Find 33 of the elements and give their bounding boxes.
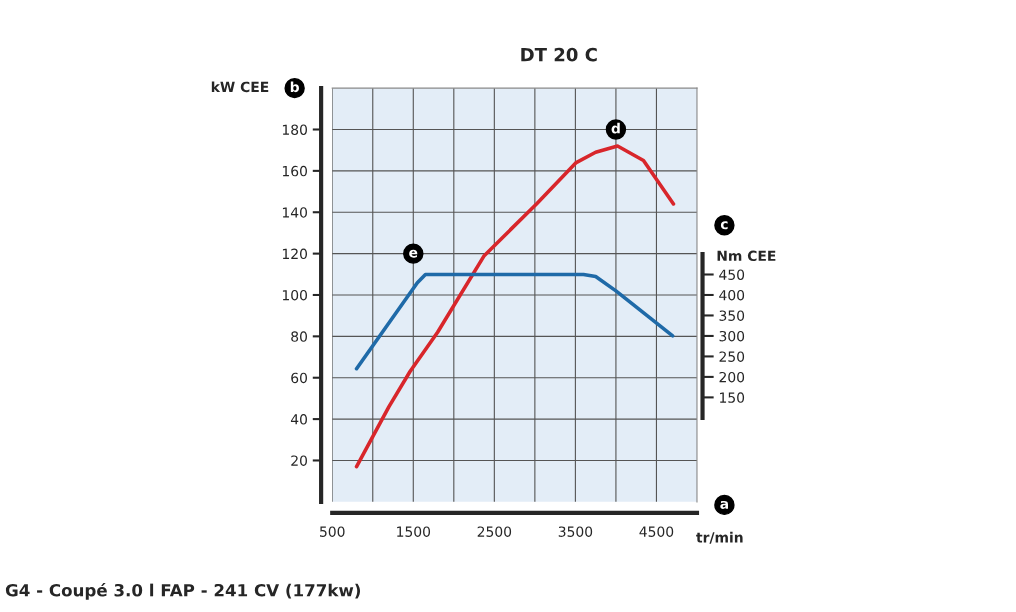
y2-tick-label: 350 bbox=[719, 310, 745, 321]
text: c bbox=[720, 221, 728, 230]
y2-axis-title: Nm CEE bbox=[717, 250, 776, 262]
x-axis-title: tr/min bbox=[696, 531, 743, 544]
y2-tick-label: 250 bbox=[719, 351, 745, 362]
y-tick-label: 60 bbox=[291, 372, 307, 384]
text: b bbox=[290, 81, 299, 93]
y-tick-label: 120 bbox=[282, 248, 307, 260]
annotation: d bbox=[611, 122, 620, 134]
annotation: e bbox=[409, 249, 418, 258]
chart-title: DT 20 C bbox=[521, 47, 597, 62]
line-series bbox=[354, 272, 675, 371]
y2-tick-label: 450 bbox=[719, 269, 745, 280]
x-tick-label: 1500 bbox=[397, 526, 431, 537]
y2-tick-label: 150 bbox=[720, 392, 745, 403]
y-tick-label: 20 bbox=[291, 455, 307, 466]
line-series bbox=[354, 144, 676, 469]
y-tick-label: 140 bbox=[282, 207, 307, 218]
x-tick-label: 3500 bbox=[558, 526, 593, 537]
y2-tick-label: 200 bbox=[719, 371, 745, 383]
y-tick-label: 100 bbox=[282, 289, 307, 301]
y-tick-label: 180 bbox=[282, 124, 307, 135]
y-axis-title: kW CEE bbox=[211, 81, 269, 93]
y-tick-label: 40 bbox=[290, 414, 307, 425]
text: a bbox=[720, 500, 728, 509]
x-tick-label: 500 bbox=[320, 526, 345, 537]
y-tick-label: 80 bbox=[291, 331, 307, 342]
x-tick-label: 2500 bbox=[477, 526, 512, 537]
x-tick-label: 4500 bbox=[639, 526, 674, 537]
text: G4 - Coupé 3.0 l FAP - 241 CV (177kw) bbox=[5, 582, 361, 600]
y2-tick-label: 400 bbox=[719, 289, 745, 301]
y2-tick-label: 300 bbox=[719, 330, 745, 342]
y-tick-label: 160 bbox=[282, 165, 307, 177]
